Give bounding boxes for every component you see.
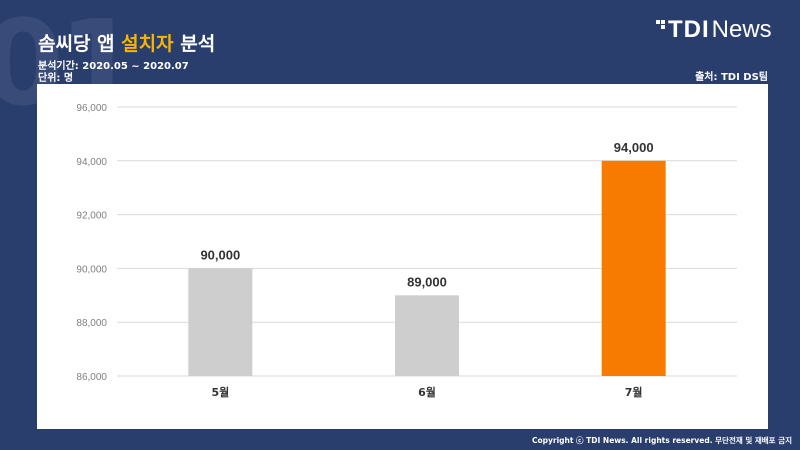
chart-panel: 86,000 88,000 90,000 92,000 94,000 96,000 90,0…: [37, 84, 768, 429]
source-label: 출처: TDI DS팀: [695, 72, 768, 83]
y-tick-label: 86,000: [76, 372, 107, 383]
bar: [188, 268, 253, 376]
x-tick-label: 7월: [625, 385, 643, 399]
x-tick-label: 6월: [418, 385, 436, 399]
y-tick-label: 88,000: [76, 318, 107, 329]
analysis-period: 분석기간: 2020.05 ~ 2020.07: [38, 61, 189, 72]
unit-label: 단위: 명: [38, 73, 74, 84]
y-tick-label: 94,000: [76, 157, 107, 168]
logo-suffix: News: [711, 16, 772, 43]
bar: [601, 160, 666, 376]
title-highlight: 설치자: [121, 33, 174, 55]
bar: [395, 295, 459, 376]
logo-brand: TDI: [668, 16, 710, 43]
data-label: 89,000: [407, 274, 447, 289]
title-part-1: 솜씨당 앱: [38, 33, 122, 55]
data-label: 90,000: [200, 247, 240, 262]
tdi-news-logo: TDI News: [656, 16, 772, 44]
title-part-2: 분석: [173, 33, 216, 55]
bar-chart: 86,000 88,000 90,000 92,000 94,000 96,000 90,0…: [76, 103, 737, 399]
page-title: 솜씨당 앱 설치자 분석: [38, 29, 215, 56]
data-label: 94,000: [614, 140, 654, 155]
copyright-notice: Copyright ⓒ TDI News. All rights reserve…: [531, 436, 792, 445]
y-tick-label: 92,000: [76, 211, 107, 222]
logo-dots-icon: [656, 19, 666, 41]
y-tick-label: 96,000: [76, 103, 107, 114]
y-tick-label: 90,000: [76, 264, 107, 275]
x-tick-label: 5월: [211, 385, 229, 399]
